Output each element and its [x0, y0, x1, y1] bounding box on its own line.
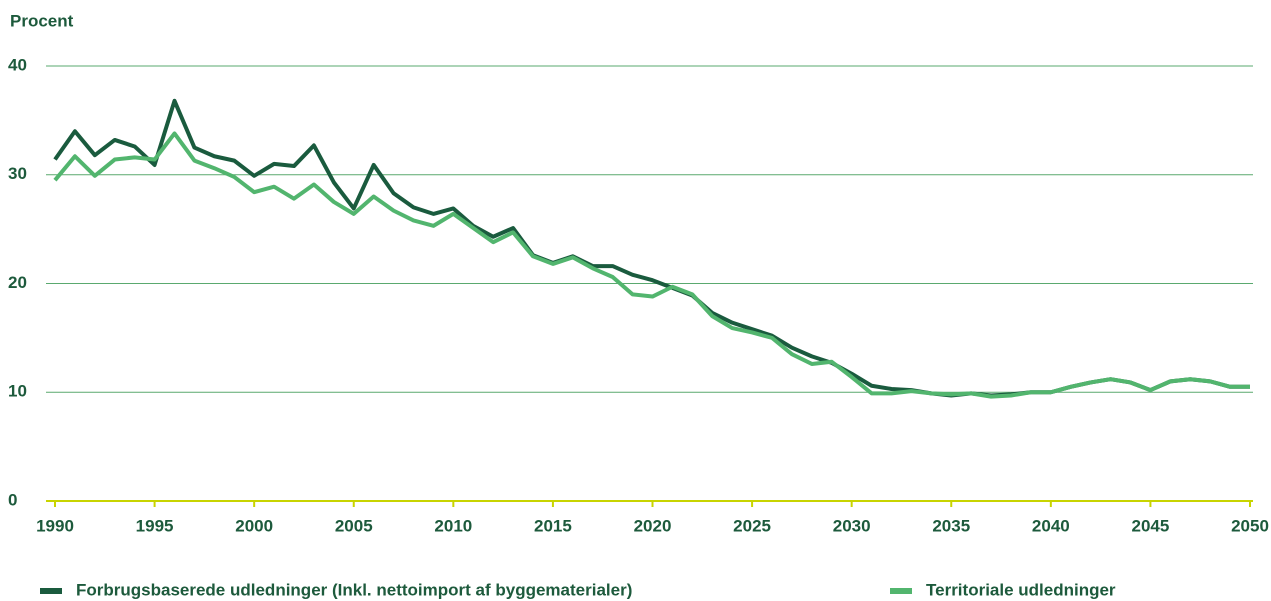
legend-swatch: [40, 588, 62, 594]
x-tick-label: 2040: [1032, 516, 1070, 535]
x-tick-label: 2000: [235, 516, 273, 535]
x-tick-label: 2035: [932, 516, 970, 535]
x-tick-label: 2045: [1132, 516, 1170, 535]
x-tick-label: 2020: [634, 516, 672, 535]
x-tick-label: 2050: [1231, 516, 1269, 535]
y-axis-label: Procent: [10, 11, 74, 30]
x-tick-label: 2010: [434, 516, 472, 535]
legend-label: Forbrugsbaserede udledninger (Inkl. nett…: [76, 580, 632, 599]
x-tick-label: 2025: [733, 516, 771, 535]
legend-label: Territoriale udledninger: [926, 580, 1116, 599]
x-tick-label: 2005: [335, 516, 373, 535]
y-tick-label: 30: [8, 164, 27, 183]
x-tick-label: 2015: [534, 516, 572, 535]
x-tick-label: 1995: [136, 516, 174, 535]
x-tick-label: 2030: [833, 516, 871, 535]
legend-swatch: [890, 588, 912, 594]
data-line: [53, 131, 1250, 399]
y-tick-label: 0: [8, 490, 17, 509]
x-tick-label: 1990: [36, 516, 74, 535]
y-tick-label: 20: [8, 273, 27, 292]
data-line: [53, 98, 1250, 398]
y-tick-label: 40: [8, 55, 27, 74]
y-tick-label: 10: [8, 382, 27, 401]
